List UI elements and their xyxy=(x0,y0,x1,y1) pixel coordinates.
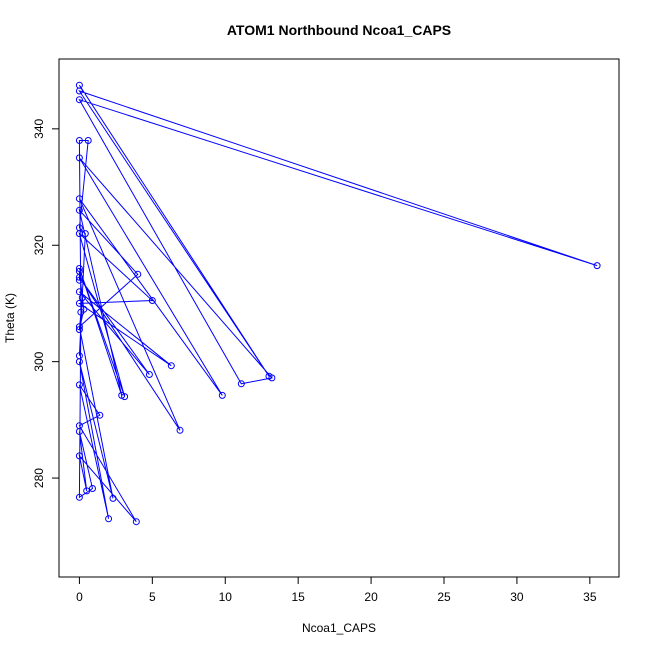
data-point xyxy=(118,391,126,399)
series-line xyxy=(77,84,598,523)
data-point xyxy=(218,391,226,399)
series-group xyxy=(75,81,601,526)
data-point xyxy=(89,485,96,492)
data-point xyxy=(145,371,153,378)
data-point xyxy=(75,265,83,272)
data-point xyxy=(75,224,83,232)
data-point xyxy=(167,362,175,370)
data-point xyxy=(75,326,83,334)
data-point xyxy=(148,297,156,304)
data-point xyxy=(75,154,83,162)
data-point xyxy=(75,96,83,104)
x-tick-label: 15 xyxy=(291,590,305,604)
data-point xyxy=(268,374,276,382)
plot-frame xyxy=(58,58,620,578)
x-tick-label: 5 xyxy=(149,590,156,604)
data-point xyxy=(75,87,83,95)
data-point xyxy=(109,494,117,502)
data-point xyxy=(132,518,140,526)
y-tick-label: 280 xyxy=(32,468,46,488)
data-point xyxy=(105,515,113,523)
y-tick-label: 300 xyxy=(32,351,46,371)
data-point xyxy=(75,195,83,203)
data-point xyxy=(75,276,83,284)
data-point xyxy=(75,381,83,389)
data-point xyxy=(96,411,104,419)
y-axis: 280 300 320 340 xyxy=(32,119,60,488)
data-point xyxy=(75,323,83,331)
x-tick-label: 0 xyxy=(76,590,83,604)
x-axis-label: Ncoa1_CAPS xyxy=(302,621,376,635)
x-tick-label: 25 xyxy=(437,590,451,604)
x-tick-label: 35 xyxy=(583,590,597,604)
y-axis-label: Theta (K) xyxy=(3,293,17,343)
data-point xyxy=(75,452,83,460)
data-point xyxy=(75,288,83,296)
x-tick-label: 20 xyxy=(364,590,378,604)
x-axis: 0 5 10 15 20 25 30 35 xyxy=(76,576,597,604)
data-point xyxy=(78,294,86,302)
data-point xyxy=(75,299,83,307)
y-tick-label: 340 xyxy=(32,119,46,139)
y-tick-label: 320 xyxy=(32,235,46,255)
data-point xyxy=(75,206,83,214)
data-point xyxy=(75,493,83,501)
data-point xyxy=(83,487,91,495)
data-point xyxy=(81,230,89,238)
data-point xyxy=(237,380,245,388)
data-point xyxy=(84,137,92,144)
data-point xyxy=(593,262,601,270)
data-point xyxy=(75,137,83,144)
data-point xyxy=(75,352,83,360)
x-tick-label: 30 xyxy=(510,590,524,604)
data-point xyxy=(134,270,142,278)
data-point xyxy=(75,267,83,275)
data-point xyxy=(176,426,184,434)
data-point xyxy=(75,428,83,435)
x-tick-label: 10 xyxy=(219,590,233,604)
data-point xyxy=(80,305,88,313)
chart-title: ATOM1 Northbound Ncoa1_CAPS xyxy=(227,22,451,38)
